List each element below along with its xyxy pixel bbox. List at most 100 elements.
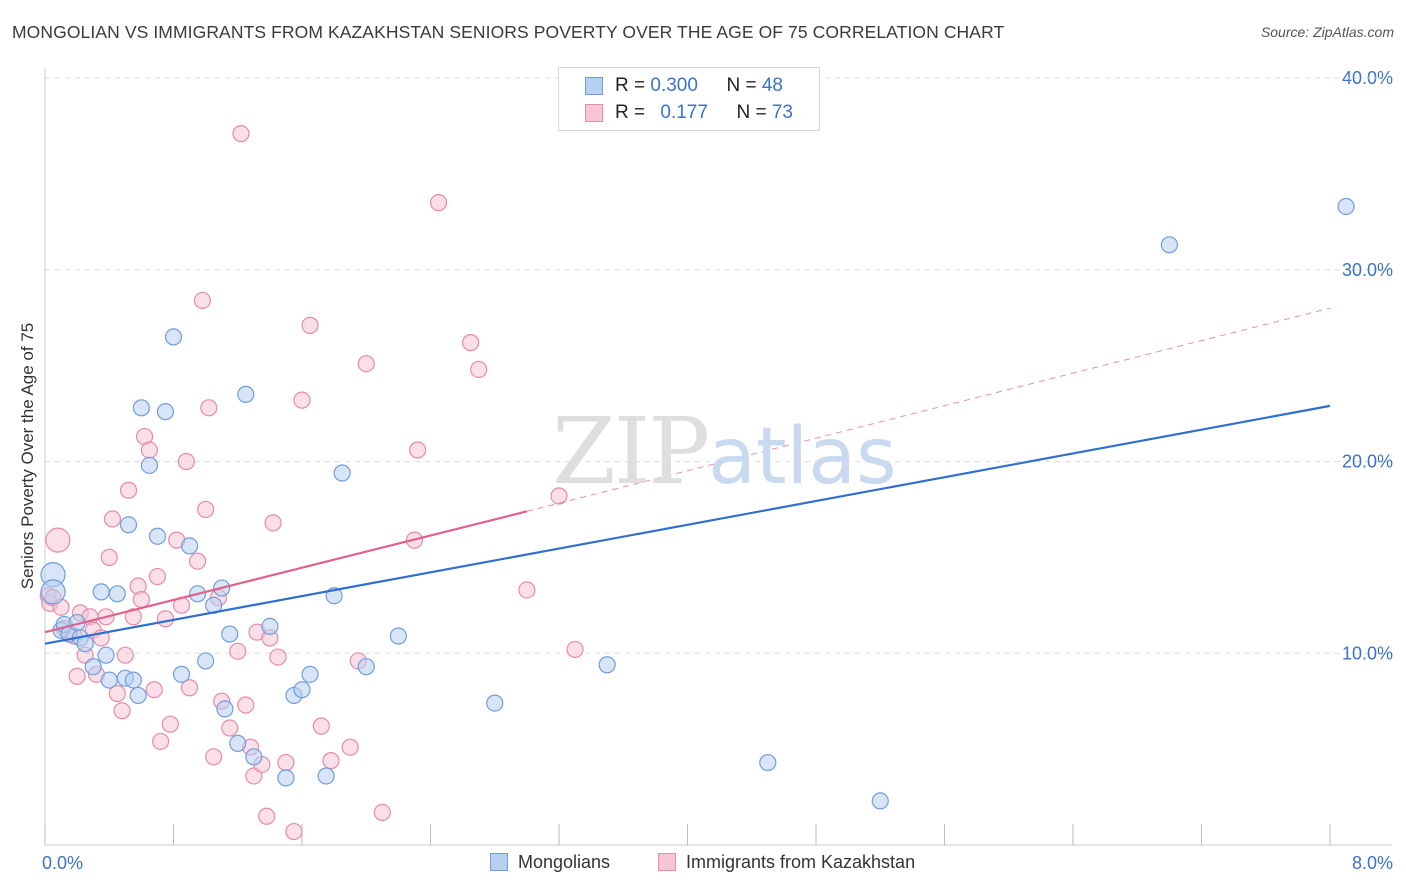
data-point-mongolians [197, 652, 215, 670]
data-point-kazakhstan [116, 646, 134, 664]
series-legend: Mongolians Immigrants from Kazakhstan [0, 852, 1406, 878]
x-tick-label: 0.0% [42, 853, 83, 873]
data-point-kazakhstan [100, 548, 118, 566]
data-point-mongolians [237, 385, 255, 403]
correlation-legend: R = 0.300 N = 48 R = 0.177 N = 73 [558, 67, 820, 131]
data-point-kazakhstan [322, 752, 340, 770]
legend-label-mongolians: Mongolians [518, 852, 611, 872]
data-point-kazakhstan [341, 738, 359, 756]
data-point-kazakhstan [145, 681, 163, 699]
data-point-mongolians [389, 627, 407, 645]
data-point-mongolians [92, 583, 110, 601]
data-point-mongolians [1160, 236, 1178, 254]
data-point-mongolians [216, 700, 234, 718]
y-tick-label: 10.0% [1342, 643, 1393, 663]
data-point-kazakhstan [193, 291, 212, 310]
trend-line-kazakhstan [44, 510, 528, 634]
data-point-mongolians [129, 686, 147, 705]
data-point-kazakhstan [140, 441, 159, 459]
data-point-mongolians [317, 767, 335, 785]
data-point-mongolians [108, 585, 126, 603]
data-point-mongolians [486, 694, 504, 712]
data-point-mongolians [598, 656, 616, 674]
data-point-kazakhstan [518, 581, 536, 599]
data-point-mongolians [871, 792, 889, 810]
legend-item-mongolians: Mongolians [490, 852, 610, 873]
data-point-kazakhstan [180, 679, 199, 697]
data-point-mongolians [180, 537, 199, 555]
data-point-mongolians [293, 681, 311, 699]
data-point-kazakhstan [566, 640, 584, 659]
data-point-mongolians [1337, 197, 1355, 216]
y-tick-label: 30.0% [1342, 260, 1393, 280]
data-point-mongolians [301, 665, 319, 683]
x-tick-label: 8.0% [1352, 853, 1393, 873]
data-point-kazakhstan [177, 452, 195, 471]
data-point-kazakhstan [550, 487, 568, 505]
data-point-kazakhstan [429, 194, 448, 212]
data-point-mongolians [97, 646, 115, 664]
data-point-mongolians [84, 658, 102, 676]
data-point-kazakhstan [197, 500, 215, 519]
data-point-kazakhstan [132, 590, 150, 609]
legend-r-label: R = [615, 102, 651, 123]
legend-r-label: R = [615, 75, 651, 96]
data-point-mongolians [357, 658, 375, 676]
data-point-kazakhstan [409, 441, 427, 459]
data-point-kazakhstan [113, 702, 131, 720]
y-tick-label: 20.0% [1342, 452, 1393, 472]
data-point-kazakhstan [237, 696, 255, 714]
data-point-mongolians [333, 464, 351, 482]
data-point-kazakhstan [200, 399, 218, 417]
data-point-kazakhstan [277, 753, 295, 772]
data-point-kazakhstan [161, 715, 179, 733]
data-point-kazakhstan [152, 732, 170, 751]
data-point-kazakhstan [124, 608, 142, 626]
legend-label-kazakhstan: Immigrants from Kazakhstan [686, 852, 916, 872]
legend-swatch-kazakhstan [585, 104, 603, 122]
data-point-mongolians [277, 769, 295, 787]
data-point-kazakhstan [285, 822, 303, 841]
source-credit: Source: ZipAtlas.com [1260, 24, 1394, 40]
watermark-zip: ZIP [552, 398, 710, 505]
data-point-mongolians [172, 665, 191, 683]
legend-swatch-mongolians [490, 853, 508, 871]
data-point-mongolians [124, 671, 142, 689]
legend-n-value: 73 [771, 102, 793, 123]
legend-item-kazakhstan: Immigrants from Kazakhstan [658, 852, 915, 873]
data-point-kazakhstan [373, 803, 391, 822]
data-point-mongolians [148, 527, 167, 545]
data-point-mongolians [245, 748, 263, 766]
data-point-kazakhstan [188, 552, 207, 570]
legend-r-value: 0.300 [650, 75, 698, 96]
data-point-kazakhstan [119, 481, 138, 499]
data-point-kazakhstan [269, 648, 287, 666]
data-point-kazakhstan [108, 684, 126, 703]
data-point-mongolians [156, 403, 175, 421]
data-point-kazakhstan [148, 567, 167, 586]
watermark: ZIPatlas [552, 398, 897, 505]
data-point-kazakhstan [156, 610, 175, 628]
data-point-mongolians [100, 671, 118, 689]
watermark-atlas: atlas [708, 412, 897, 502]
data-point-kazakhstan [45, 527, 71, 553]
data-point-kazakhstan [293, 391, 311, 409]
data-point-kazakhstan [264, 514, 282, 532]
data-point-mongolians [40, 579, 66, 605]
y-axis-label: Seniors Poverty Over the Age of 75 [18, 322, 37, 590]
data-point-mongolians [140, 456, 159, 474]
data-point-kazakhstan [232, 125, 250, 143]
data-point-kazakhstan [357, 355, 375, 373]
data-point-kazakhstan [462, 334, 480, 352]
chart-title: MONGOLIAN VS IMMIGRANTS FROM KAZAKHSTAN … [12, 22, 1005, 42]
legend-n-value: 48 [761, 75, 783, 96]
data-point-mongolians [164, 328, 183, 346]
data-point-kazakhstan [103, 510, 122, 528]
data-point-kazakhstan [312, 717, 330, 735]
data-point-kazakhstan [229, 642, 247, 660]
data-point-mongolians [759, 753, 777, 772]
legend-n-label: N = [736, 102, 772, 123]
data-point-mongolians [261, 617, 279, 636]
legend-r-value: 0.177 [660, 102, 708, 123]
data-point-kazakhstan [258, 807, 276, 825]
